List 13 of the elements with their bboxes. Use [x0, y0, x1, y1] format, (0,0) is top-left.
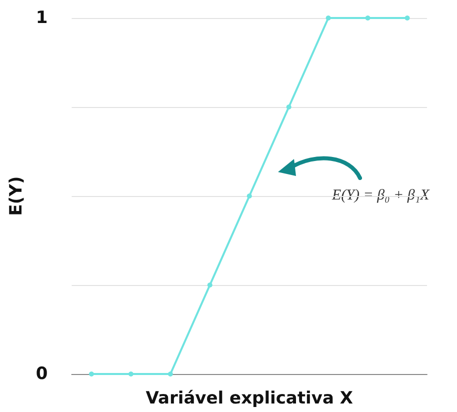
- point: [128, 372, 134, 376]
- point: [88, 372, 94, 376]
- x-axis-title: Variável explicativa X: [146, 388, 353, 408]
- point: [365, 16, 370, 20]
- point: [246, 194, 252, 198]
- point: [168, 372, 173, 376]
- y-tick-label: 0: [36, 364, 48, 384]
- y-axis-title: E(Y): [6, 176, 26, 216]
- point: [286, 104, 292, 110]
- point: [404, 16, 410, 20]
- y-tick-label: 1: [36, 8, 48, 28]
- point: [326, 16, 331, 20]
- point: [207, 282, 212, 288]
